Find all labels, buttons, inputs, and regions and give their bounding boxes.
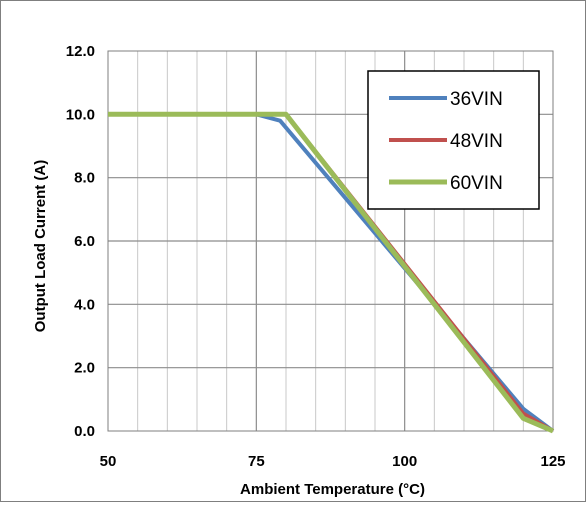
legend-label-48vin: 48VIN [450,131,503,152]
x-tick-label: 100 [392,453,417,470]
y-tick-label: 0.0 [74,423,95,440]
legend-label-36vin: 36VIN [450,89,503,110]
series-line-60vin [108,111,554,434]
x-tick-label: 50 [100,453,117,470]
x-tick-label: 125 [540,453,565,470]
y-tick-label: 2.0 [74,360,95,377]
y-axis-ticks: 0.0 2.0 4.0 6.0 8.0 10.0 12.0 [66,43,95,440]
y-axis-title: Output Load Current (A) [32,160,49,332]
x-tick-label: 75 [248,453,265,470]
y-tick-label: 10.0 [66,106,95,123]
plot-area-border [107,50,554,432]
series-lines [108,111,555,434]
y-tick-label: 6.0 [74,233,95,250]
legend: 36VIN 48VIN 60VIN [367,70,540,210]
x-axis-ticks: 50 75 100 125 [100,453,566,470]
y-tick-label: 4.0 [74,296,95,313]
y-tick-label: 8.0 [74,170,95,187]
x-axis-title: Ambient Temperature (°C) [240,481,425,498]
y-tick-label: 12.0 [66,43,95,60]
legend-label-60vin: 60VIN [450,173,503,194]
